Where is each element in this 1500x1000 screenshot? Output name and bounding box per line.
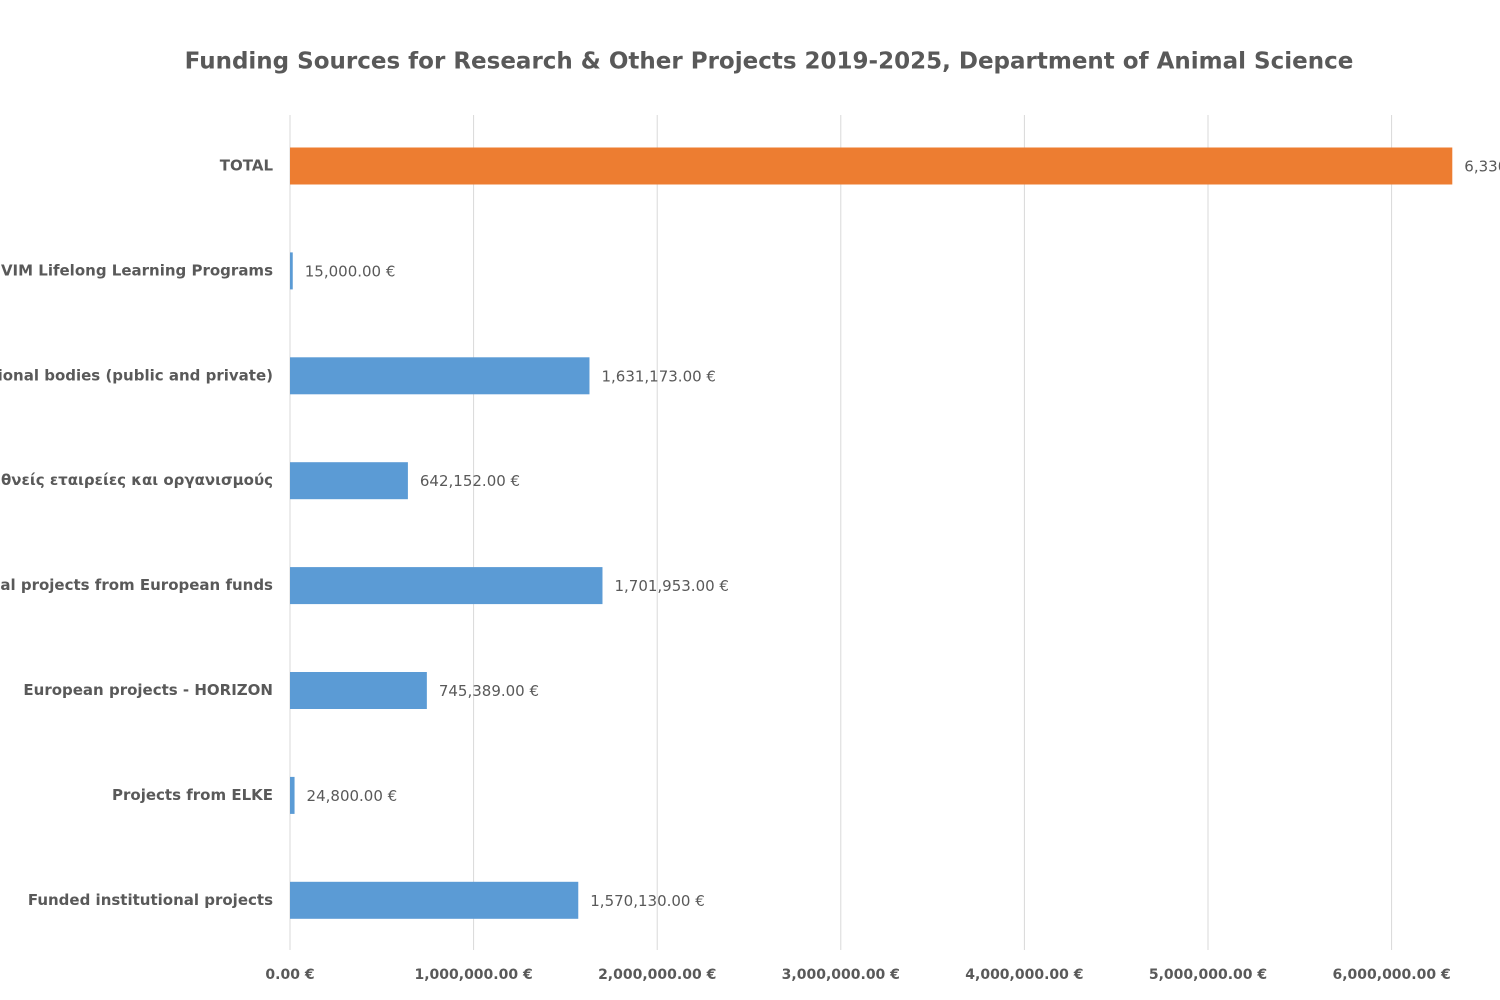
data-label: 1,570,130.00 € xyxy=(590,892,705,910)
x-tick-label: 2,000,000.00 € xyxy=(598,967,716,983)
data-label: 6,330,597.00 € xyxy=(1464,158,1500,176)
bar xyxy=(290,357,590,395)
bar xyxy=(290,147,1453,185)
x-tick-label: 6,000,000.00 € xyxy=(1332,967,1450,983)
y-tick-label: διεθνείς εταιρείες και οργανισμούς xyxy=(0,471,273,489)
bar xyxy=(290,567,603,605)
y-tick-label: Projects from ELKE xyxy=(112,786,273,804)
bar xyxy=(290,776,295,814)
y-tick-label: Funded institutional projects xyxy=(28,891,273,909)
bar xyxy=(290,672,427,709)
data-label: 15,000.00 € xyxy=(305,262,396,280)
bar xyxy=(290,881,579,919)
data-label: 24,800.00 € xyxy=(307,787,398,805)
y-tick-label: y national bodies (public and private) xyxy=(0,366,273,384)
chart-title: Funding Sources for Research & Other Pro… xyxy=(185,49,1354,75)
x-tick-label: 0.00 € xyxy=(265,967,314,983)
y-tick-label: KEDIVIM Lifelong Learning Programs xyxy=(0,261,273,279)
y-tick-label: tional projects from European funds xyxy=(0,576,273,594)
y-tick-label: TOTAL xyxy=(220,157,274,175)
y-tick-label: European projects - HORIZON xyxy=(23,681,273,699)
bar xyxy=(290,462,408,500)
data-label: 1,701,953.00 € xyxy=(614,577,729,595)
x-tick-label: 3,000,000.00 € xyxy=(782,967,900,983)
x-tick-label: 5,000,000.00 € xyxy=(1149,967,1267,983)
bar xyxy=(290,252,293,290)
data-label: 642,152.00 € xyxy=(420,472,520,490)
data-label: 745,389.00 € xyxy=(439,682,539,700)
data-label: 1,631,173.00 € xyxy=(601,367,716,385)
x-tick-label: 1,000,000.00 € xyxy=(414,967,532,983)
x-tick-label: 4,000,000.00 € xyxy=(965,967,1083,983)
